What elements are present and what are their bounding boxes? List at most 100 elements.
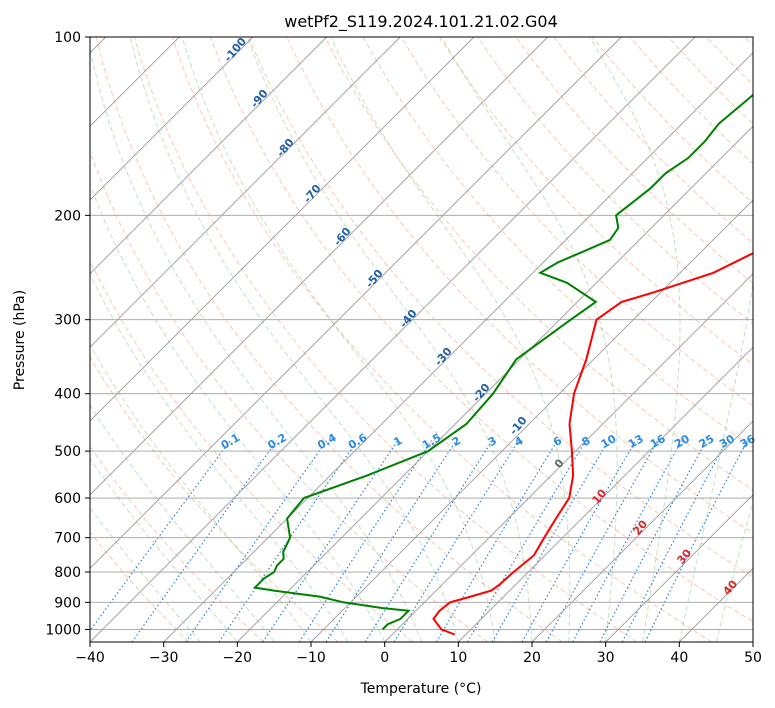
moist-adiabat-label: 30 (674, 546, 694, 566)
y-tick-label: 300 (54, 313, 81, 329)
dry-adiabat-line (248, 37, 753, 578)
x-tick-label: 10 (449, 650, 467, 666)
moist-adiabat-line (678, 280, 753, 642)
chart-title: wetPf2_S119.2024.101.21.02.G04 (284, 12, 558, 32)
moist-adiabat-line (588, 37, 681, 642)
mixing-ratio-label: 13 (626, 432, 646, 451)
x-tick-label: −40 (75, 650, 105, 666)
dry-adiabat-line (744, 37, 753, 47)
x-tick-label: 30 (597, 650, 615, 666)
dry-adiabat-label: -90 (248, 87, 271, 111)
moist-adiabat-line (129, 37, 459, 642)
x-tick-label: −20 (223, 650, 253, 666)
moist-adiabat-line (90, 404, 275, 642)
mixing-ratio-line (262, 440, 399, 642)
mixing-ratio-line (572, 440, 683, 642)
isotherm-line (90, 37, 254, 201)
moist-adiabat-line (90, 506, 201, 642)
dry-adiabat-line (90, 356, 339, 642)
dry-adiabat-line (95, 37, 563, 642)
mixing-ratio-label: 1 (392, 434, 405, 449)
mixing-ratio-line (467, 440, 587, 642)
mixing-ratio-line (621, 440, 728, 642)
mixing-ratio-line (393, 440, 520, 642)
isotherm-line (384, 273, 753, 642)
x-tick-label: −10 (296, 650, 326, 666)
mixing-ratio-line (435, 440, 558, 642)
moist-adiabat-line (715, 499, 753, 642)
mixing-ratio-line (545, 440, 659, 642)
mixing-ratio-label: 0.1 (219, 431, 242, 452)
dry-adiabat-line (324, 37, 753, 491)
isotherm-line (90, 37, 622, 569)
moist-adiabat-label: 40 (720, 577, 740, 597)
dry-adiabat-line (90, 150, 488, 642)
mixing-ratio-line (599, 440, 707, 642)
temperature-profile-line (432, 252, 753, 636)
moist-adiabat-line (90, 182, 386, 642)
y-tick-label: 700 (54, 531, 81, 547)
moist-adiabat-line (90, 457, 238, 642)
y-tick-label: 600 (54, 491, 81, 507)
mixing-ratio-line (90, 440, 231, 632)
dry-adiabat-line (90, 259, 414, 642)
isotherm-line (236, 125, 753, 642)
dry-adiabat-line (515, 37, 753, 284)
y-axis-label: Pressure (hPa) (12, 290, 28, 390)
isotherm-line (90, 37, 475, 422)
mixing-ratio-line (364, 440, 493, 642)
dry-adiabat-label: -20 (470, 381, 493, 405)
mixing-ratio-line (185, 440, 328, 642)
mixing-ratio-line (131, 440, 278, 642)
y-tick-label: 800 (54, 565, 81, 581)
moist-adiabat-line (246, 37, 533, 642)
mixing-ratio-label: 36 (738, 432, 758, 451)
mixing-ratio-label: 0.2 (265, 431, 288, 452)
mixing-ratio-line (325, 440, 457, 642)
isotherm-line (678, 567, 753, 642)
dry-adiabat-line (171, 37, 712, 642)
isotherm-line (90, 37, 696, 642)
dry-adiabat-label: -50 (363, 267, 386, 291)
y-tick-label: 100 (54, 30, 81, 46)
dry-adiabat-line (438, 37, 753, 366)
mixing-ratio-label: 0.6 (346, 431, 370, 452)
moist-adiabat-label: 0 (552, 456, 567, 470)
x-tick-label: 40 (670, 650, 688, 666)
moist-adiabat-line (330, 37, 571, 642)
x-tick-label: 0 (380, 650, 389, 666)
mixing-ratio-line (521, 440, 637, 642)
mixing-ratio-label: 6 (551, 434, 564, 449)
dry-adiabat-label: -60 (331, 225, 354, 249)
x-tick-label: 20 (523, 650, 541, 666)
dry-adiabat-line (210, 37, 753, 623)
mixing-ratio-label: 3 (486, 434, 499, 449)
dry-adiabat-line (400, 37, 753, 407)
plot-frame (89, 36, 754, 643)
dry-adiabat-label: -40 (397, 307, 420, 331)
dry-adiabat-label: -80 (274, 136, 297, 160)
isotherm-line (531, 420, 753, 642)
dry-adiabat-label: -100 (221, 35, 249, 65)
y-tick-label: 500 (54, 444, 81, 460)
x-axis-label: Temperature (°C) (360, 681, 482, 697)
y-tick-label: 900 (54, 595, 81, 611)
mixing-ratio-label: 1.5 (420, 431, 443, 452)
mixing-ratio-line (491, 440, 609, 642)
mixing-ratio-label: 10 (599, 432, 619, 451)
dry-adiabat-line (90, 531, 190, 642)
moist-adiabat-line (90, 46, 422, 642)
mixing-ratio-label: 25 (697, 432, 717, 451)
mixing-ratio-line (644, 440, 748, 642)
dry-adiabat-label: -30 (432, 345, 455, 369)
mixing-ratio-line (298, 440, 432, 642)
isotherm-line (90, 37, 328, 275)
moist-adiabat-label: 20 (630, 517, 650, 537)
moist-adiabat-label: 10 (589, 486, 609, 506)
x-tick-label: −30 (149, 650, 179, 666)
isotherm-line (457, 346, 753, 642)
y-tick-label: 400 (54, 387, 81, 403)
isotherm-line (163, 52, 753, 642)
x-tick-label: 50 (744, 650, 762, 666)
